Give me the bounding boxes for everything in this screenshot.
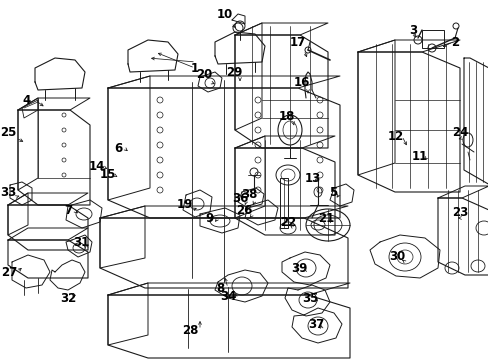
Bar [280, 178, 287, 228]
Text: 2: 2 [450, 36, 458, 49]
Text: 38: 38 [240, 189, 257, 202]
Text: 23: 23 [451, 207, 467, 220]
Text: 33: 33 [0, 185, 16, 198]
Text: 16: 16 [293, 77, 309, 90]
Text: 13: 13 [304, 171, 321, 184]
Text: 37: 37 [307, 319, 324, 332]
Text: 32: 32 [60, 292, 76, 305]
Text: 30: 30 [388, 249, 404, 262]
Text: 4: 4 [23, 94, 31, 107]
Text: 12: 12 [387, 130, 403, 143]
Text: 5: 5 [328, 186, 336, 199]
Text: 15: 15 [100, 168, 116, 181]
Bar [421, 30, 443, 48]
Text: 28: 28 [182, 324, 198, 337]
Text: 6: 6 [114, 141, 122, 154]
Text: 8: 8 [215, 282, 224, 294]
Text: 17: 17 [289, 36, 305, 49]
Text: 34: 34 [220, 289, 236, 302]
Text: 3: 3 [408, 23, 416, 36]
Text: 26: 26 [235, 203, 252, 216]
Text: 31: 31 [73, 237, 89, 249]
Text: 27: 27 [1, 266, 17, 279]
Text: 29: 29 [225, 66, 242, 78]
Text: 7: 7 [64, 204, 72, 217]
Text: 22: 22 [279, 216, 296, 229]
Text: 11: 11 [411, 149, 427, 162]
Text: 25: 25 [0, 126, 16, 139]
Text: 21: 21 [317, 211, 333, 225]
Text: 39: 39 [290, 261, 306, 274]
Text: 18: 18 [278, 109, 295, 122]
Text: 20: 20 [196, 68, 212, 81]
Text: 1: 1 [190, 62, 199, 75]
Text: 19: 19 [177, 198, 193, 211]
Text: 36: 36 [231, 192, 248, 204]
Text: 35: 35 [301, 292, 318, 305]
Text: 10: 10 [217, 9, 233, 22]
Text: 14: 14 [89, 161, 105, 174]
Text: 9: 9 [205, 211, 214, 225]
Text: 24: 24 [451, 126, 467, 139]
